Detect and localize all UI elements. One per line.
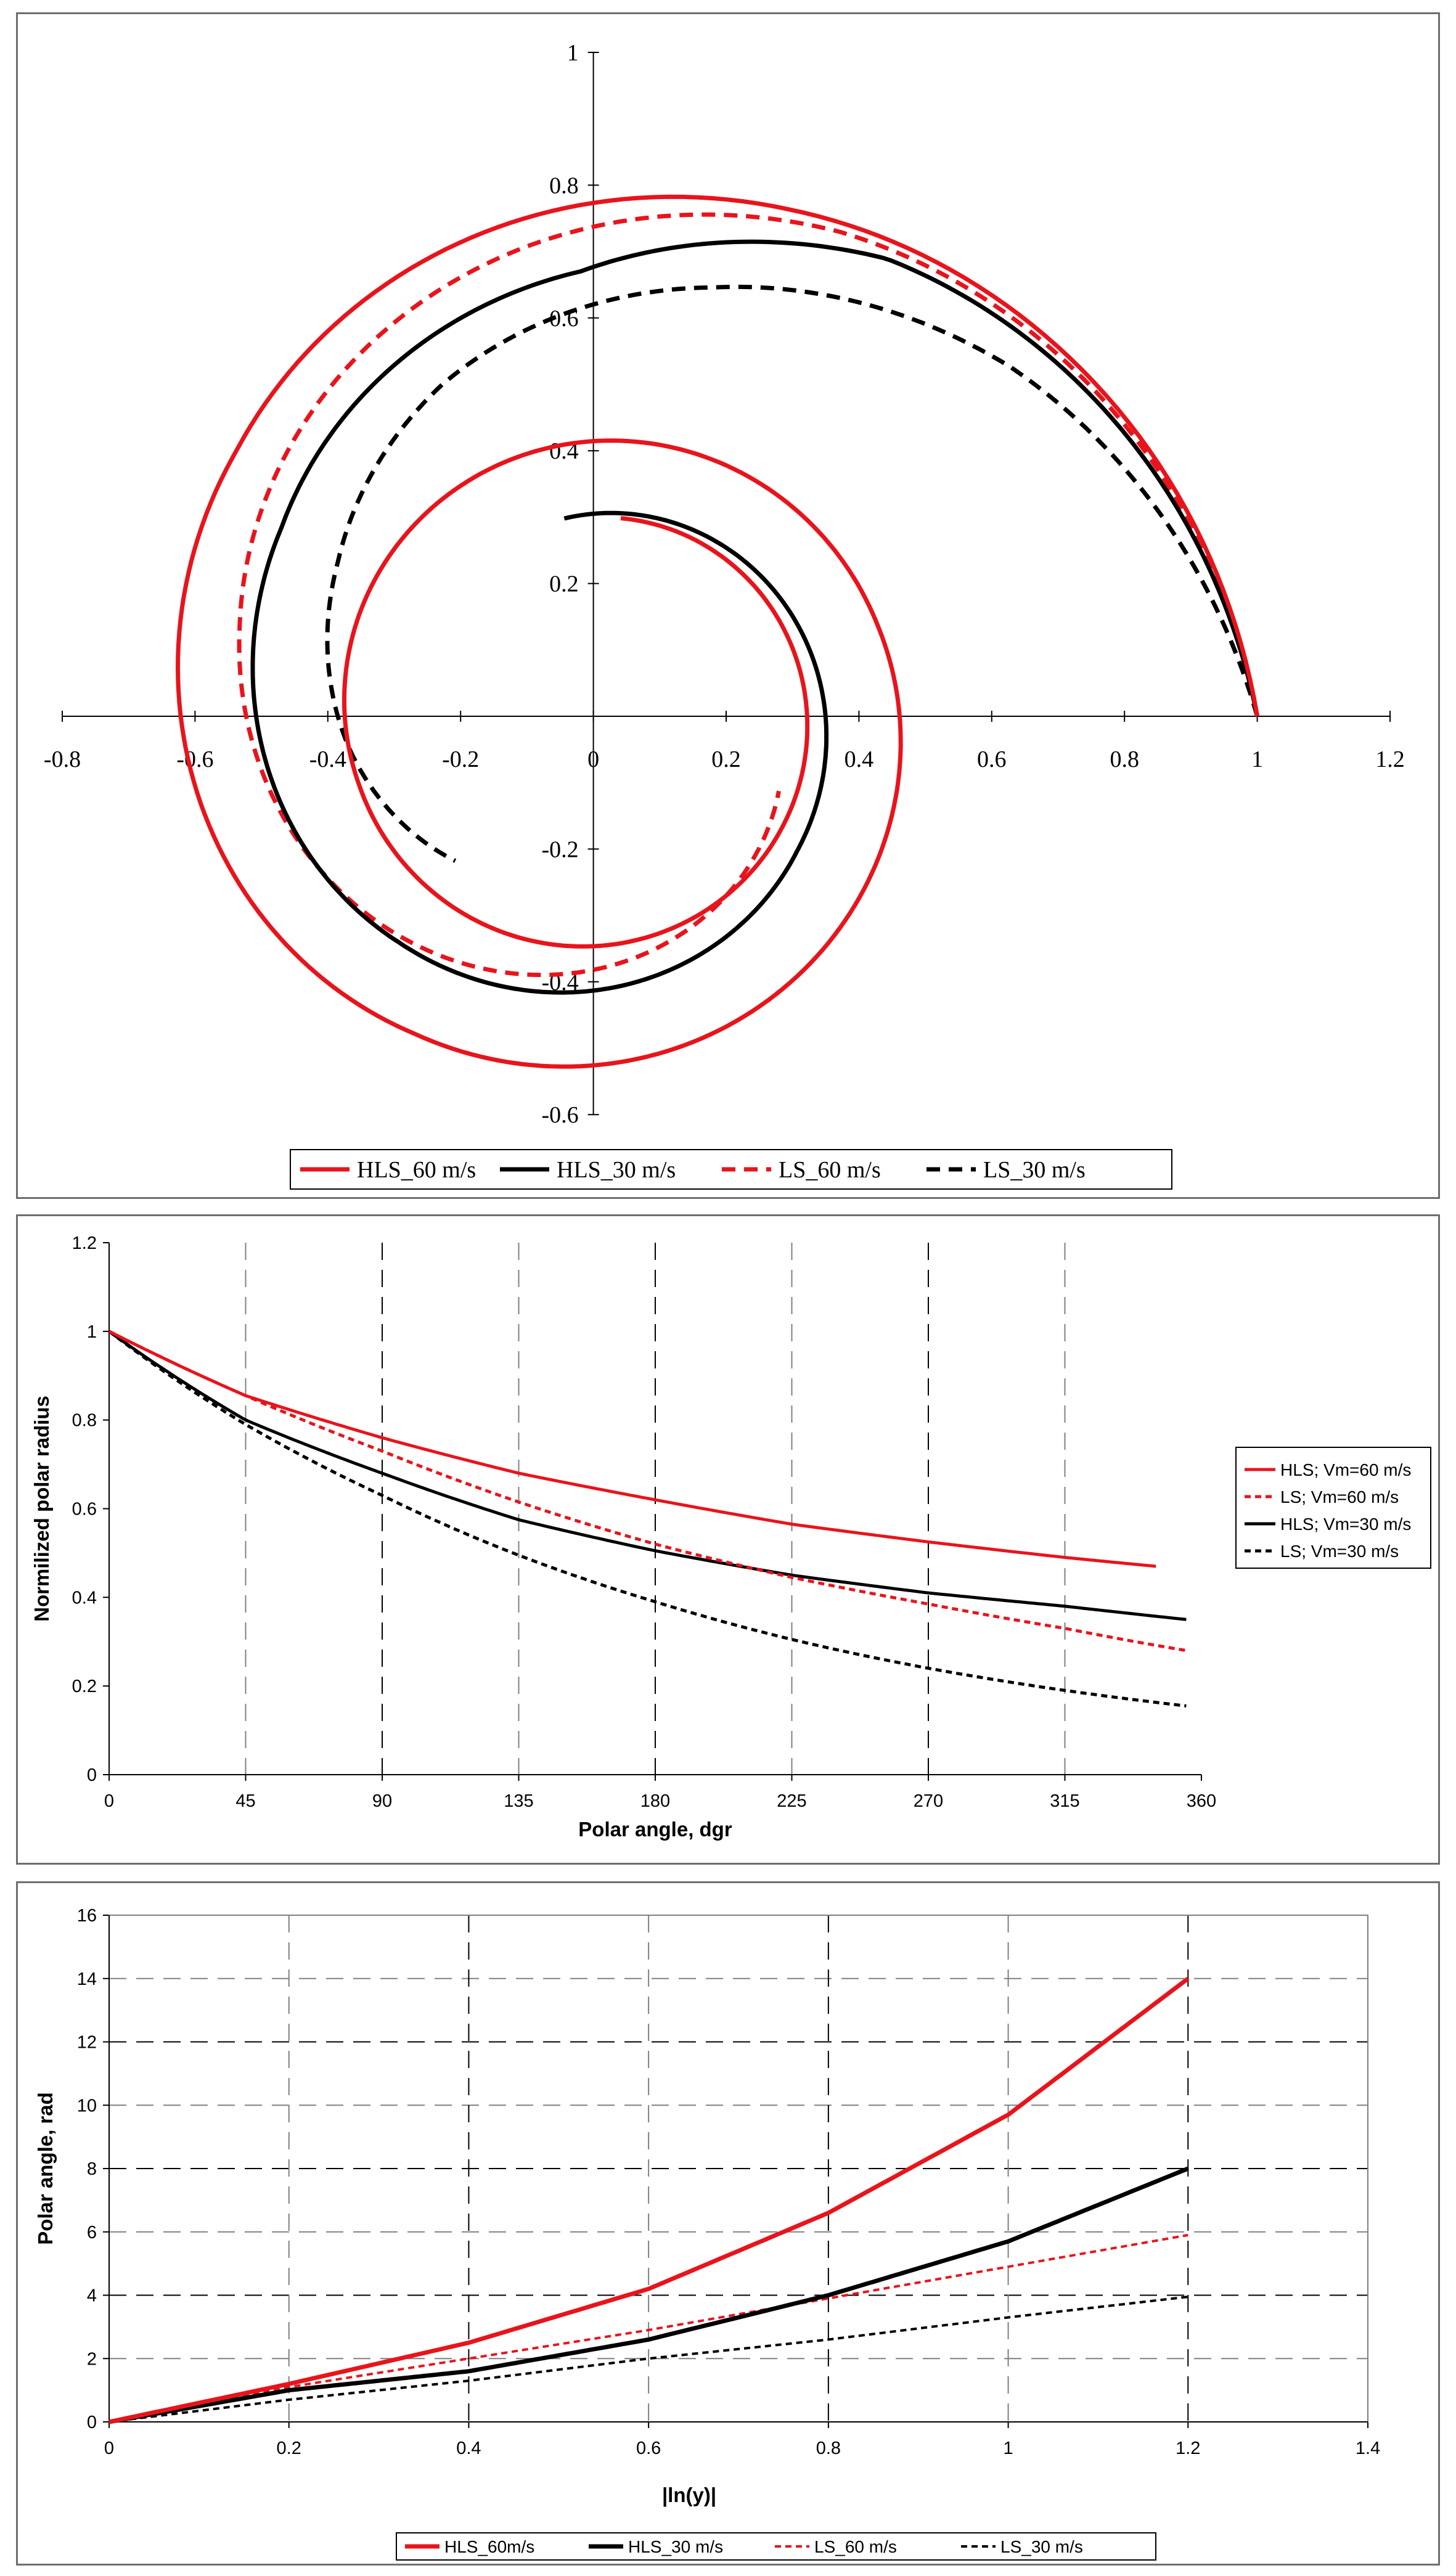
x-tick-label: 45 [235,1791,255,1811]
y-tick-label: 0 [87,1765,97,1785]
y-tick-label: 1.2 [72,1233,97,1253]
y-tick-label: -0.2 [541,836,578,862]
series-line-hls-30-m-s [108,2166,1189,2424]
legend-label-ls-60-m-s: LS_60 m/s [779,1157,881,1183]
legend-label-hls-vm-30-m-s: HLS; Vm=30 m/s [1280,1515,1411,1534]
x-tick-label: 1 [1251,746,1263,772]
y-tick-label: 1 [87,1322,97,1342]
x-tick-label: 90 [372,1791,392,1811]
spiral-chart: -0.8 -0.6 -0.4 -0.2 0 0.2 0.4 0.6 0.8 1 1.2 -0.6 -0.… [44,40,1405,1190]
angle-chart-panel: 0 2 4 6 8 10 12 14 16 0 0.2 0.4 0.6 0.8 1 1.2 1.4 |ln(y)|… [16,1881,1440,2566]
series-line-hls-vm-30-m-s [108,1330,1187,1621]
x-tick-label: 0.4 [845,746,874,772]
y-tick-label: 4 [87,2286,97,2306]
y-axis-label: Polar angle, rad [34,2092,57,2245]
x-tick-label: 0.2 [277,2439,301,2458]
y-tick-label: -0.6 [541,1102,578,1128]
legend-box [1235,1447,1431,1569]
series-line-ls-60-m-s [108,2233,1188,2423]
y-tick-label: 12 [77,2033,97,2053]
x-tick-label: -0.8 [44,746,81,772]
y-tick-label: 0.2 [549,571,579,597]
series-line-hls-vm-60-m-s [108,1330,1156,1568]
x-tick-label: 0.2 [711,746,741,772]
x-tick-label: 180 [640,1791,670,1811]
x-tick-label: 0.4 [456,2439,481,2458]
y-tick-label: 0.8 [549,173,579,198]
legend-label-ls-vm-60-m-s: LS; Vm=60 m/s [1280,1487,1399,1507]
x-tick-label: 0.8 [816,2439,841,2458]
x-tick-label: 360 [1187,1791,1216,1811]
x-tick-label: 0 [587,746,599,772]
y-tick-label: 0.2 [72,1677,97,1696]
x-tick-label: 0.6 [636,2439,661,2458]
legend-label-ls-vm-30-m-s: LS; Vm=30 m/s [1280,1542,1399,1561]
series-line-ls-30-m-s [108,2296,1188,2423]
x-axis-label: |ln(y)| [662,2484,716,2506]
x-tick-label: 0 [104,1791,114,1811]
legend-label-hls-60-m-s: HLS_60 m/s [357,1157,476,1183]
legend-label-ls-30-m-s: LS_30 m/s [983,1157,1086,1183]
x-tick-label: 0 [104,2439,114,2458]
series-line-hls-60-m-s [176,194,1260,1069]
x-tick-label: -0.2 [442,746,479,772]
y-tick-label: 16 [77,1906,97,1926]
legend-label-hls-30-m-s: HLS_30 m/s [628,2537,723,2556]
x-tick-label: 0.6 [977,746,1007,772]
x-tick-label: -0.4 [309,746,346,772]
y-tick-label: 6 [87,2223,97,2243]
legend-label-hls-30-m-s: HLS_30 m/s [557,1157,676,1183]
y-tick-label: 1 [567,40,579,66]
series-line-hls-30-m-s [250,239,1260,995]
x-tick-label: 1.2 [1176,2439,1200,2458]
angle-chart: 0 2 4 6 8 10 12 14 16 0 0.2 0.4 0.6 0.8 1 1.2 1.4 |ln(y)|… [34,1906,1380,2561]
x-tick-label: 135 [504,1791,533,1811]
x-tick-label: 270 [914,1791,943,1811]
x-tick-label: 225 [777,1791,806,1811]
legend-label-hls-60m-s: HLS_60m/s [444,2537,534,2556]
x-tick-label: 0.8 [1110,746,1139,772]
y-tick-label: 14 [77,1969,97,1989]
y-tick-label: 0 [87,2413,97,2432]
radius-chart: 0 45 90 135 180 225 270 315 360 0 0.2 0.4 0.6 0.8 1 1.2… [30,1233,1431,1841]
y-axis-label: Normilized polar radius [30,1396,53,1622]
y-tick-label: 2 [87,2349,97,2369]
y-tick-label: 0.6 [72,1500,97,1519]
y-tick-label: 0.8 [72,1411,97,1431]
legend: HLS; Vm=60 m/s LS; Vm=60 m/s HLS; Vm=30 m/… [1235,1447,1431,1569]
y-tick-label: 10 [77,2096,97,2116]
x-tick-label: 315 [1050,1791,1079,1811]
x-tick-label: 1 [1004,2439,1013,2458]
series-line-ls-vm-60-m-s [108,1330,1187,1653]
series-line-ls-vm-30-m-s [108,1330,1187,1707]
series-line-hls-60m-s [108,1977,1190,2424]
legend-label-hls-vm-60-m-s: HLS; Vm=60 m/s [1280,1460,1411,1479]
y-tick-label: 8 [87,2159,97,2179]
series-line-ls-60-m-s [237,212,1260,978]
x-tick-label: -0.6 [176,746,213,772]
x-tick-label: 1.4 [1356,2439,1380,2458]
series-line-ls-30-m-s [325,284,1259,863]
legend-label-ls-60-m-s: LS_60 m/s [814,2537,897,2556]
legend: HLS_60 m/s HLS_30 m/s LS_60 m/s LS_30 m/s [290,1149,1172,1190]
legend-label-ls-30-m-s: LS_30 m/s [1000,2537,1083,2556]
y-tick-label: 0.4 [72,1588,97,1608]
radius-chart-panel: 0 45 90 135 180 225 270 315 360 0 0.2 0.4 0.6 0.8 1 1.2… [16,1214,1440,1865]
x-axis-label: Polar angle, dgr [578,1818,732,1841]
legend: HLS_60m/s HLS_30 m/s LS_60 m/s LS_30 m/s [396,2532,1156,2561]
spiral-chart-panel: -0.8 -0.6 -0.4 -0.2 0 0.2 0.4 0.6 0.8 1 1.2 -0.6 -0.… [16,12,1440,1199]
x-tick-label: 1.2 [1375,746,1405,772]
